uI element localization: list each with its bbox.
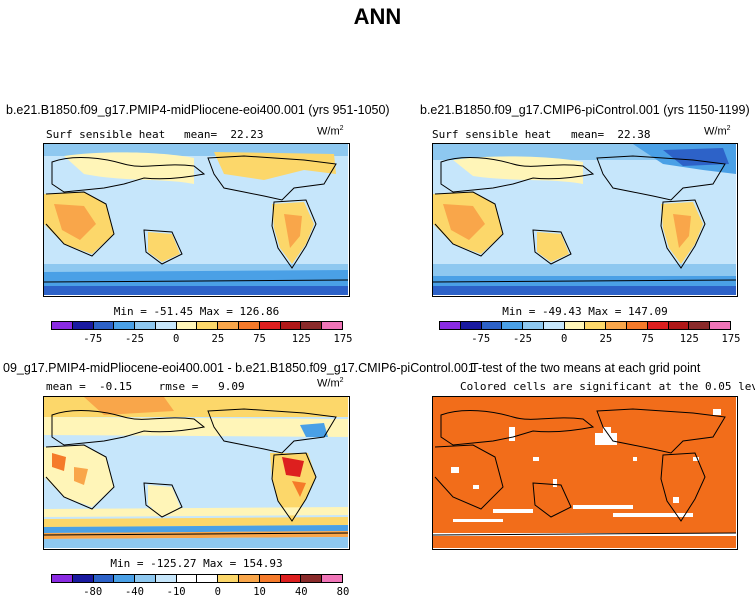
colorbar-tick-label: 80 — [336, 586, 350, 598]
panel4-map — [432, 396, 738, 550]
colorbar-tick-label: -75 — [83, 333, 103, 345]
colorbar-swatch — [218, 575, 240, 582]
panel2-mean: mean= 22.38 — [571, 128, 651, 141]
colorbar-swatch — [280, 322, 302, 329]
figure-title: ANN — [353, 4, 402, 29]
colorbar-swatch — [114, 322, 136, 329]
colorbar-tick-label: -75 — [471, 333, 491, 345]
panel3-colorbar-ticks: -80 -40 -10 0 10 40 80 — [51, 586, 349, 598]
colorbar-swatch — [239, 575, 260, 582]
panel2-coastlines — [433, 155, 736, 283]
panel3-field — [44, 397, 348, 548]
panel4-field — [433, 397, 736, 548]
colorbar-swatch — [52, 575, 73, 582]
colorbar-swatch — [440, 322, 461, 329]
panel2-colorbar — [439, 321, 731, 330]
colorbar-tick-label: 25 — [599, 333, 613, 345]
panel2-field — [433, 144, 736, 295]
colorbar-swatch — [135, 322, 156, 329]
colorbar-tick-label: 75 — [253, 333, 266, 345]
colorbar-swatch — [135, 575, 156, 582]
colorbar-swatch — [301, 322, 323, 329]
panel1-map — [43, 143, 350, 297]
panel1-units: W/m2 — [317, 125, 344, 138]
colorbar-tick-label: 25 — [211, 333, 225, 345]
panel3-map — [43, 396, 350, 550]
colorbar-swatch — [155, 322, 177, 329]
colorbar-tick-label: 0 — [214, 586, 222, 598]
colorbar-swatch — [259, 322, 281, 329]
panel3-case-title: 09_g17.PMIP4-midPliocene-eoi400.001 - b.… — [3, 361, 475, 375]
colorbar-swatch — [197, 575, 219, 582]
colorbar-swatch — [689, 322, 711, 329]
colorbar-swatch — [627, 322, 648, 329]
panel2-variable: Surf sensible heat — [432, 128, 552, 141]
colorbar-swatch — [668, 322, 690, 329]
colorbar-tick-label: 175 — [721, 333, 741, 345]
panel3-stats: mean = -0.15 rmse = 9.09 — [46, 380, 245, 393]
colorbar-swatch — [502, 322, 524, 329]
colorbar-tick-label: 40 — [294, 586, 308, 598]
colorbar-tick-label: 175 — [333, 333, 353, 345]
colorbar-swatch — [523, 322, 544, 329]
panel2-colorbar-ticks: -75 -25 0 25 75 125 175 — [439, 333, 740, 345]
colorbar-swatch — [52, 322, 73, 329]
panel2-map — [432, 143, 738, 297]
colorbar-swatch — [301, 575, 323, 582]
colorbar-swatch — [322, 322, 342, 329]
colorbar-swatch — [481, 322, 503, 329]
colorbar-tick-label: -40 — [124, 586, 144, 598]
colorbar-swatch — [710, 322, 730, 329]
colorbar-tick-label: 125 — [291, 333, 311, 345]
panel3-coastlines — [44, 408, 348, 536]
colorbar-swatch — [72, 322, 94, 329]
colorbar-swatch — [218, 322, 240, 329]
colorbar-tick-label: -25 — [512, 333, 532, 345]
colorbar-tick-label: -80 — [83, 586, 103, 598]
colorbar-swatch — [176, 322, 198, 329]
panel4-title: T-test of the two means at each grid poi… — [471, 361, 701, 375]
panel1-colorbar-ticks: -75 -25 0 25 75 125 175 — [51, 333, 352, 345]
colorbar-swatch — [93, 575, 115, 582]
colorbar-swatch — [564, 322, 586, 329]
panel3-units: W/m2 — [317, 377, 344, 390]
colorbar-swatch — [606, 322, 628, 329]
colorbar-tick-label: 75 — [641, 333, 654, 345]
panel1-case-title: b.e21.B1850.f09_g17.PMIP4-midPliocene-eo… — [6, 103, 390, 117]
colorbar-swatch — [543, 322, 565, 329]
colorbar-swatch — [585, 322, 607, 329]
colorbar-swatch — [197, 322, 219, 329]
colorbar-tick-label: 0 — [560, 333, 568, 345]
colorbar-tick-label: 0 — [172, 333, 180, 345]
colorbar-swatch — [647, 322, 669, 329]
panel2-units: W/m2 — [704, 125, 731, 138]
panel1-coastlines — [44, 155, 348, 283]
colorbar-swatch — [114, 575, 136, 582]
colorbar-tick-label: -25 — [124, 333, 144, 345]
colorbar-tick-label: 125 — [679, 333, 699, 345]
panel2-case-title: b.e21.B1850.f09_g17.CMIP6-piControl.001 … — [420, 103, 750, 117]
panel2-minmax: Min = -49.43 Max = 147.09 — [502, 305, 668, 318]
panel3-colorbar — [51, 574, 343, 583]
panel1-field — [44, 144, 348, 295]
panel4-note: Colored cells are significant at the 0.0… — [460, 380, 755, 393]
colorbar-swatch — [239, 322, 260, 329]
colorbar-swatch — [93, 322, 115, 329]
panel3-minmax: Min = -125.27 Max = 154.93 — [110, 557, 283, 570]
panel1-mean: mean= 22.23 — [184, 128, 264, 141]
panel1-variable: Surf sensible heat — [46, 128, 166, 141]
panel1-minmax: Min = -51.45 Max = 126.86 — [113, 305, 280, 318]
colorbar-swatch — [322, 575, 342, 582]
colorbar-swatch — [460, 322, 482, 329]
colorbar-tick-label: 10 — [253, 586, 266, 598]
colorbar-swatch — [280, 575, 302, 582]
colorbar-swatch — [155, 575, 177, 582]
colorbar-swatch — [259, 575, 281, 582]
colorbar-tick-label: -10 — [166, 586, 186, 598]
colorbar-swatch — [176, 575, 198, 582]
panel4-coastlines — [433, 408, 736, 536]
panel1-colorbar — [51, 321, 343, 330]
colorbar-swatch — [72, 575, 94, 582]
